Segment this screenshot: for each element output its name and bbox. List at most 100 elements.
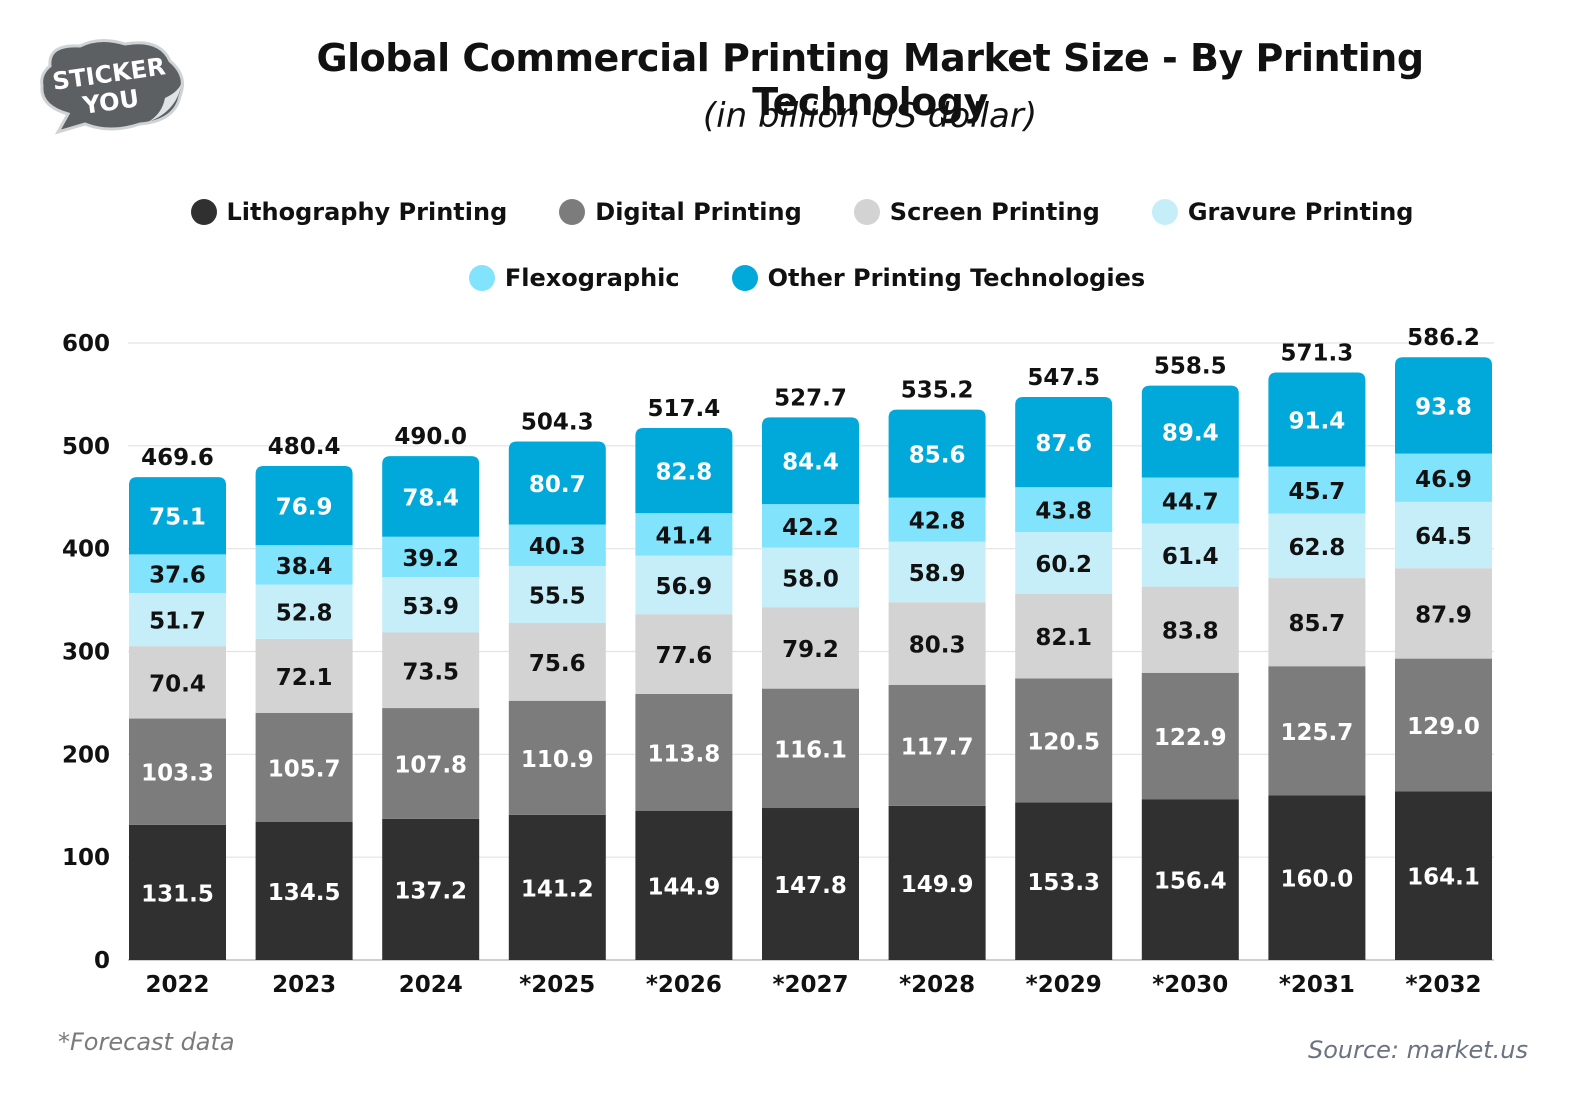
- legend-swatch-screen: [853, 199, 880, 225]
- y-tick-label: 400: [62, 537, 110, 563]
- bar-segment: [129, 592, 226, 647]
- chart-title: Global Commercial Printing Market Size -…: [316, 36, 1424, 124]
- segment-value-label: 85.7: [1289, 611, 1346, 637]
- bar-segment: [888, 805, 986, 960]
- bar-segment: [1395, 453, 1492, 502]
- bar-segment: [1395, 791, 1492, 960]
- forecast-footnote: *Forecast data: [58, 1028, 235, 1056]
- legend-row-1: Lithography Printing Digital Printing Sc…: [0, 198, 1574, 226]
- sticker-you-logo: STICKER YOU: [40, 39, 184, 135]
- segment-value-label: 80.7: [529, 472, 586, 498]
- total-value-label: 490.0: [394, 424, 467, 450]
- total-value-label: 480.4: [268, 434, 341, 460]
- bar-stack: 160.0 125.7 85.7 62.8 45.7 91.4 571.3: [1268, 341, 1366, 960]
- segment-value-label: 39.2: [402, 546, 459, 572]
- segment-value-label: 58.9: [909, 561, 966, 587]
- y-tick-label: 100: [62, 845, 110, 871]
- x-tick-label: 2024: [399, 972, 463, 998]
- bar-segment: [762, 607, 859, 689]
- segment-value-label: 122.9: [1154, 725, 1227, 751]
- legend-item-screen: Screen Printing: [853, 198, 1100, 226]
- bar-segment: [1395, 357, 1492, 454]
- bar-segment: [635, 810, 733, 960]
- segment-value-label: 42.2: [782, 515, 839, 541]
- segment-value-label: 107.8: [394, 752, 467, 778]
- bar-segment: [762, 504, 859, 548]
- bar-segment: [255, 712, 353, 822]
- total-value-label: 535.2: [901, 378, 974, 404]
- bars: 131.5 103.3 70.4 51.7 37.6 75.1 469.6 134.5 105.…: [129, 325, 1492, 960]
- x-tick-label: *2029: [1026, 972, 1102, 998]
- bar-segment: [382, 577, 480, 633]
- segment-value-label: 85.6: [909, 443, 966, 469]
- legend-label-gravure: Gravure Printing: [1187, 198, 1414, 226]
- legend-row-2: Flexographic Other Printing Technologies: [0, 264, 1574, 292]
- bar-segment: [1268, 513, 1366, 579]
- bar-segment: [1141, 385, 1239, 478]
- x-tick-label: 2022: [145, 972, 209, 998]
- bar-segment: [255, 545, 353, 585]
- y-axis-ticks: 0 100 200 300 400 500 600: [62, 331, 110, 974]
- bar-segment: [508, 814, 606, 960]
- bar-stack: 137.2 107.8 73.5 53.9 39.2 78.4 490.0: [382, 424, 480, 960]
- bar-stack: 153.3 120.5 82.1 60.2 43.8 87.6 547.5: [1015, 365, 1113, 960]
- bar-segment: [1268, 466, 1366, 514]
- segment-value-label: 43.8: [1035, 499, 1092, 525]
- segment-value-label: 62.8: [1289, 535, 1346, 561]
- bar-segment: [129, 824, 226, 960]
- segment-value-label: 42.8: [909, 509, 966, 535]
- segment-value-label: 38.4: [276, 554, 333, 580]
- bar-segment: [129, 477, 226, 555]
- bar-segment: [635, 513, 733, 556]
- bar-segment: [1141, 586, 1239, 673]
- bar-segment: [1015, 487, 1113, 533]
- legend-label-digital: Digital Printing: [595, 198, 802, 226]
- y-tick-label: 200: [62, 742, 110, 768]
- segment-value-label: 116.1: [774, 737, 847, 763]
- legend-label-flexographic: Flexographic: [504, 264, 680, 292]
- segment-value-label: 41.4: [656, 523, 713, 549]
- bar-segment: [382, 708, 480, 819]
- segment-value-label: 105.7: [268, 756, 341, 782]
- segment-value-label: 70.4: [149, 671, 206, 697]
- bar-segment: [1141, 799, 1239, 960]
- bar-segment: [255, 465, 353, 546]
- x-tick-label: *2030: [1152, 972, 1228, 998]
- segment-value-label: 93.8: [1415, 394, 1472, 420]
- segment-value-label: 113.8: [648, 741, 721, 767]
- bar-segment: [635, 614, 733, 694]
- segment-value-label: 147.8: [774, 873, 847, 899]
- legend-item-flexographic: Flexographic: [468, 264, 680, 292]
- bar-segment: [255, 584, 353, 639]
- total-value-label: 571.3: [1281, 341, 1354, 367]
- bar-segment: [762, 417, 859, 505]
- x-tick-label: 2023: [272, 972, 336, 998]
- bar-segment: [888, 409, 986, 498]
- bar-segment: [888, 602, 986, 685]
- bar-segment: [508, 623, 606, 701]
- bar-segment: [382, 818, 480, 960]
- x-tick-label: *2028: [899, 972, 975, 998]
- bar-segment: [1268, 795, 1366, 960]
- bar-stack: 156.4 122.9 83.8 61.4 44.7 89.4 558.5: [1141, 354, 1239, 960]
- bar-stack: 131.5 103.3 70.4 51.7 37.6 75.1 469.6: [129, 445, 226, 960]
- segment-value-label: 120.5: [1027, 729, 1100, 755]
- segment-value-label: 75.6: [529, 651, 586, 677]
- segment-value-label: 164.1: [1407, 865, 1480, 891]
- segment-value-label: 141.2: [521, 876, 594, 902]
- total-value-label: 558.5: [1154, 354, 1227, 380]
- bar-segment: [1015, 396, 1113, 488]
- segment-value-label: 44.7: [1162, 489, 1219, 515]
- bar-segment: [382, 536, 480, 578]
- segment-value-label: 40.3: [529, 534, 586, 560]
- legend-swatch-lithography: [190, 199, 217, 225]
- legend-swatch-other: [731, 265, 758, 291]
- legend-item-digital: Digital Printing: [559, 198, 802, 226]
- segment-value-label: 77.6: [656, 643, 713, 669]
- segment-value-label: 75.1: [149, 505, 206, 531]
- total-value-label: 517.4: [648, 396, 721, 422]
- legend-swatch-flexographic: [468, 265, 495, 291]
- y-tick-label: 0: [94, 948, 110, 974]
- segment-value-label: 103.3: [141, 761, 214, 787]
